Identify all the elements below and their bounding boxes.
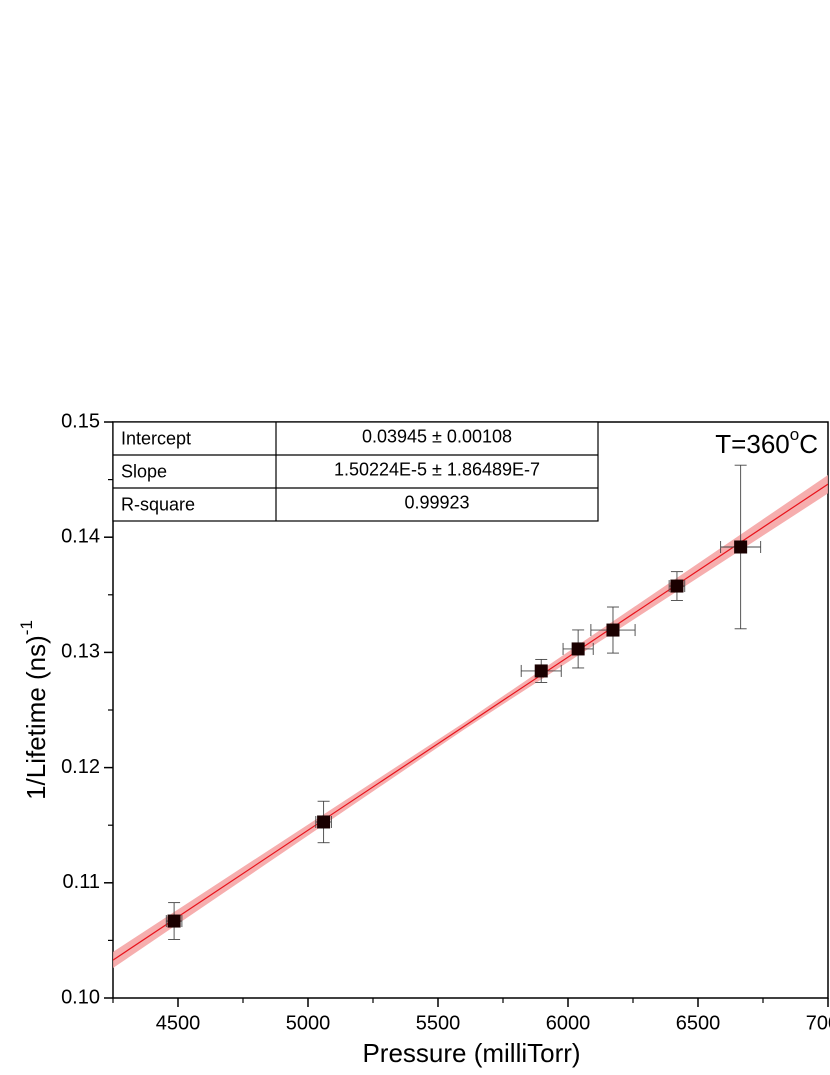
data-point	[734, 540, 748, 554]
fit-table-label: R-square	[121, 494, 195, 514]
data-point	[670, 579, 684, 593]
data-point	[317, 815, 331, 829]
y-axis-title-main: 1/Lifetime (ns)	[21, 635, 51, 800]
fit-table-label: Slope	[121, 461, 167, 481]
annotation-main: T=360	[715, 429, 789, 459]
data-point	[167, 914, 181, 928]
plot-area	[113, 474, 828, 969]
data-point	[534, 664, 548, 678]
annotation-sup: o	[790, 425, 799, 444]
x-tick-label: 5000	[286, 1012, 331, 1034]
y-tick-label: 0.15	[61, 410, 100, 432]
data-point	[571, 642, 585, 656]
fit-line	[113, 483, 828, 961]
x-axis-title: Pressure (milliTorr)	[362, 1038, 580, 1068]
x-tick-label: 7000	[806, 1012, 830, 1034]
x-tick-label: 5500	[416, 1012, 461, 1034]
x-tick-label: 6000	[546, 1012, 591, 1034]
fit-table-label: Intercept	[121, 428, 191, 448]
fit-table-value: 1.50224E-5 ± 1.86489E-7	[334, 459, 540, 479]
y-tick-label: 0.14	[61, 525, 100, 547]
annotation-unit: C	[799, 429, 818, 459]
y-tick-label: 0.13	[61, 641, 100, 663]
annotation: T=360oC	[715, 425, 818, 458]
y-tick-label: 0.11	[63, 871, 100, 893]
x-tick-label: 4500	[156, 1012, 201, 1034]
fit-table-value: 0.99923	[404, 492, 469, 512]
y-tick-label: 0.12	[61, 756, 100, 778]
data-point	[606, 623, 620, 637]
x-tick-label: 6500	[676, 1012, 721, 1034]
fit-table	[112, 421, 599, 522]
y-axis-title: 1/Lifetime (ns)-1	[17, 620, 50, 800]
y-axis-title-sup: -1	[17, 620, 36, 635]
fit-table-value: 0.03945 ± 0.00108	[362, 426, 512, 446]
y-tick-label: 0.10	[61, 986, 100, 1008]
